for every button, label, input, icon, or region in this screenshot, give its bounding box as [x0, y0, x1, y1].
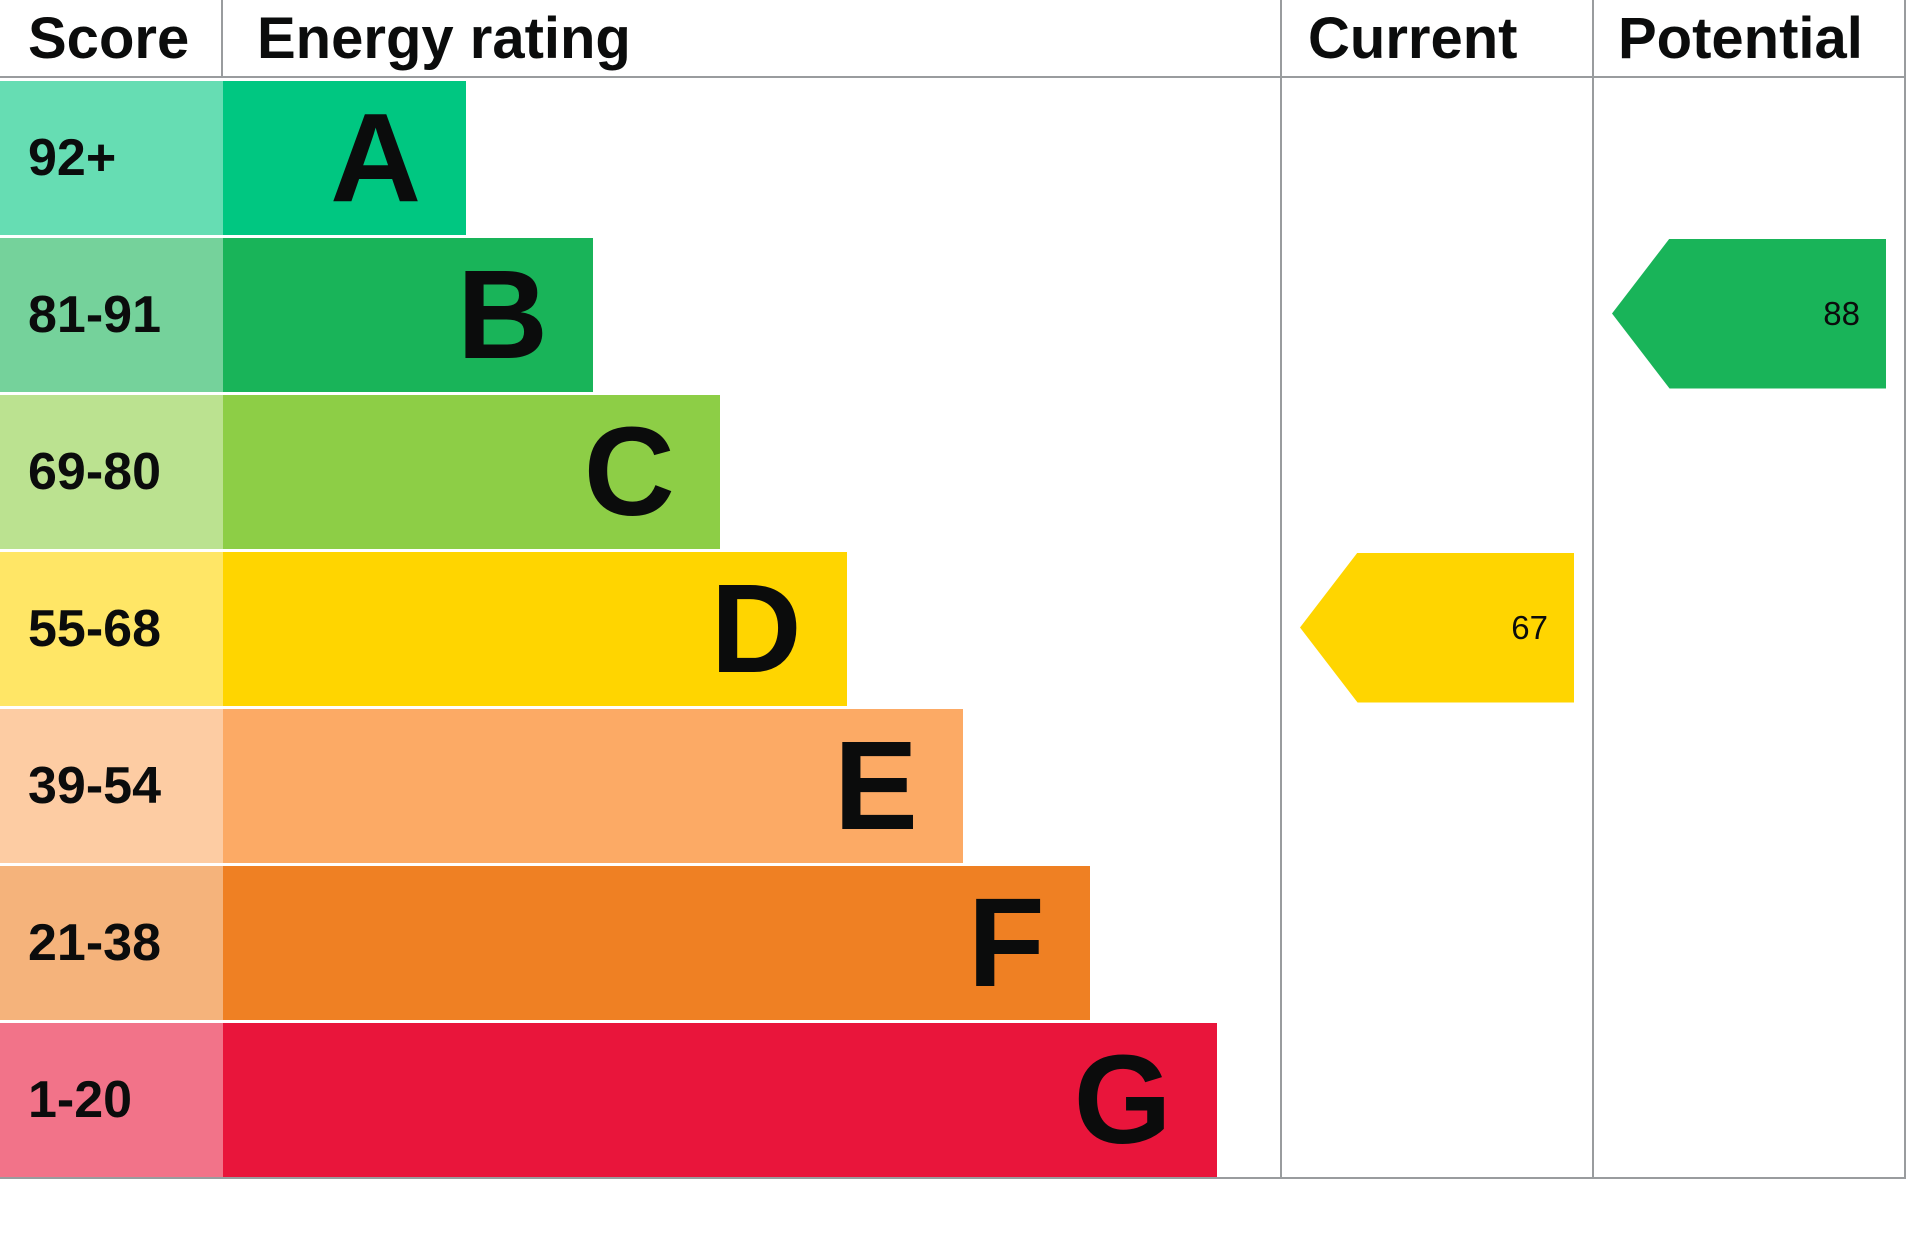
potential-cell	[1592, 1020, 1906, 1177]
potential-rating-value: 88	[1823, 294, 1860, 332]
current-rating-value: 67	[1511, 608, 1548, 646]
header-potential: Potential	[1592, 0, 1906, 76]
bar-area: A	[223, 78, 1280, 235]
rating-letter: E	[833, 715, 918, 856]
score-cell: 39-54	[0, 706, 223, 863]
band-row-e: 39-54 E	[0, 706, 1906, 863]
band-row-b: 81-91 B 88	[0, 235, 1906, 392]
rating-bar-a: A	[223, 78, 467, 235]
score-cell: 55-68	[0, 549, 223, 706]
rating-bar-b: B	[223, 235, 593, 392]
header-current: Current	[1280, 0, 1592, 76]
band-row-f: 21-38 F	[0, 863, 1906, 1020]
score-label: 55-68	[28, 600, 161, 658]
score-label: 21-38	[28, 914, 161, 972]
score-label: 39-54	[28, 757, 161, 815]
rating-letter: G	[1073, 1029, 1172, 1170]
header-energy-rating: Energy rating	[257, 5, 631, 71]
rating-letter: D	[710, 558, 802, 699]
bar-area: D	[223, 549, 1280, 706]
bar-area: F	[223, 863, 1280, 1020]
band-row-c: 69-80 C	[0, 392, 1906, 549]
rating-letter: F	[967, 872, 1045, 1013]
score-cell: 1-20	[0, 1020, 223, 1177]
score-cell: 81-91	[0, 235, 223, 392]
chart-body: 92+ A 81-91 B 88 69-80 C 55-68 D 67 39	[0, 78, 1906, 1179]
band-row-d: 55-68 D 67	[0, 549, 1906, 706]
band-row-a: 92+ A	[0, 78, 1906, 235]
bar-area: C	[223, 392, 1280, 549]
current-cell	[1280, 1020, 1592, 1177]
current-cell	[1280, 863, 1592, 1020]
rating-letter: B	[456, 244, 548, 385]
score-label: 92+	[28, 129, 117, 187]
rating-bar-e: E	[223, 706, 963, 863]
score-cell: 69-80	[0, 392, 223, 549]
current-rating-arrow: 67	[1300, 552, 1574, 703]
bar-area: B	[223, 235, 1280, 392]
current-cell	[1280, 392, 1592, 549]
rating-letter: A	[330, 87, 422, 228]
rating-letter: C	[583, 401, 675, 542]
potential-cell	[1592, 549, 1906, 706]
rating-bar-c: C	[223, 392, 720, 549]
bar-area: E	[223, 706, 1280, 863]
potential-cell: 88	[1592, 235, 1906, 392]
epc-rating-chart: Score Energy rating Current Potential 92…	[0, 0, 1906, 1179]
band-row-g: 1-20 G	[0, 1020, 1906, 1177]
score-cell: 92+	[0, 78, 223, 235]
header-score: Score	[0, 0, 223, 76]
current-cell	[1280, 235, 1592, 392]
potential-cell	[1592, 392, 1906, 549]
chart-header: Score Energy rating Current Potential	[0, 0, 1906, 78]
potential-cell	[1592, 78, 1906, 235]
current-cell	[1280, 706, 1592, 863]
current-cell	[1280, 78, 1592, 235]
bar-area: G	[223, 1020, 1280, 1177]
potential-cell	[1592, 706, 1906, 863]
potential-rating-arrow: 88	[1612, 238, 1886, 389]
score-label: 81-91	[28, 286, 161, 344]
score-cell: 21-38	[0, 863, 223, 1020]
potential-cell	[1592, 863, 1906, 1020]
score-label: 69-80	[28, 443, 161, 501]
current-cell: 67	[1280, 549, 1592, 706]
rating-bar-g: G	[223, 1020, 1217, 1177]
rating-bar-f: F	[223, 863, 1090, 1020]
rating-bar-d: D	[223, 549, 847, 706]
score-label: 1-20	[28, 1071, 133, 1129]
